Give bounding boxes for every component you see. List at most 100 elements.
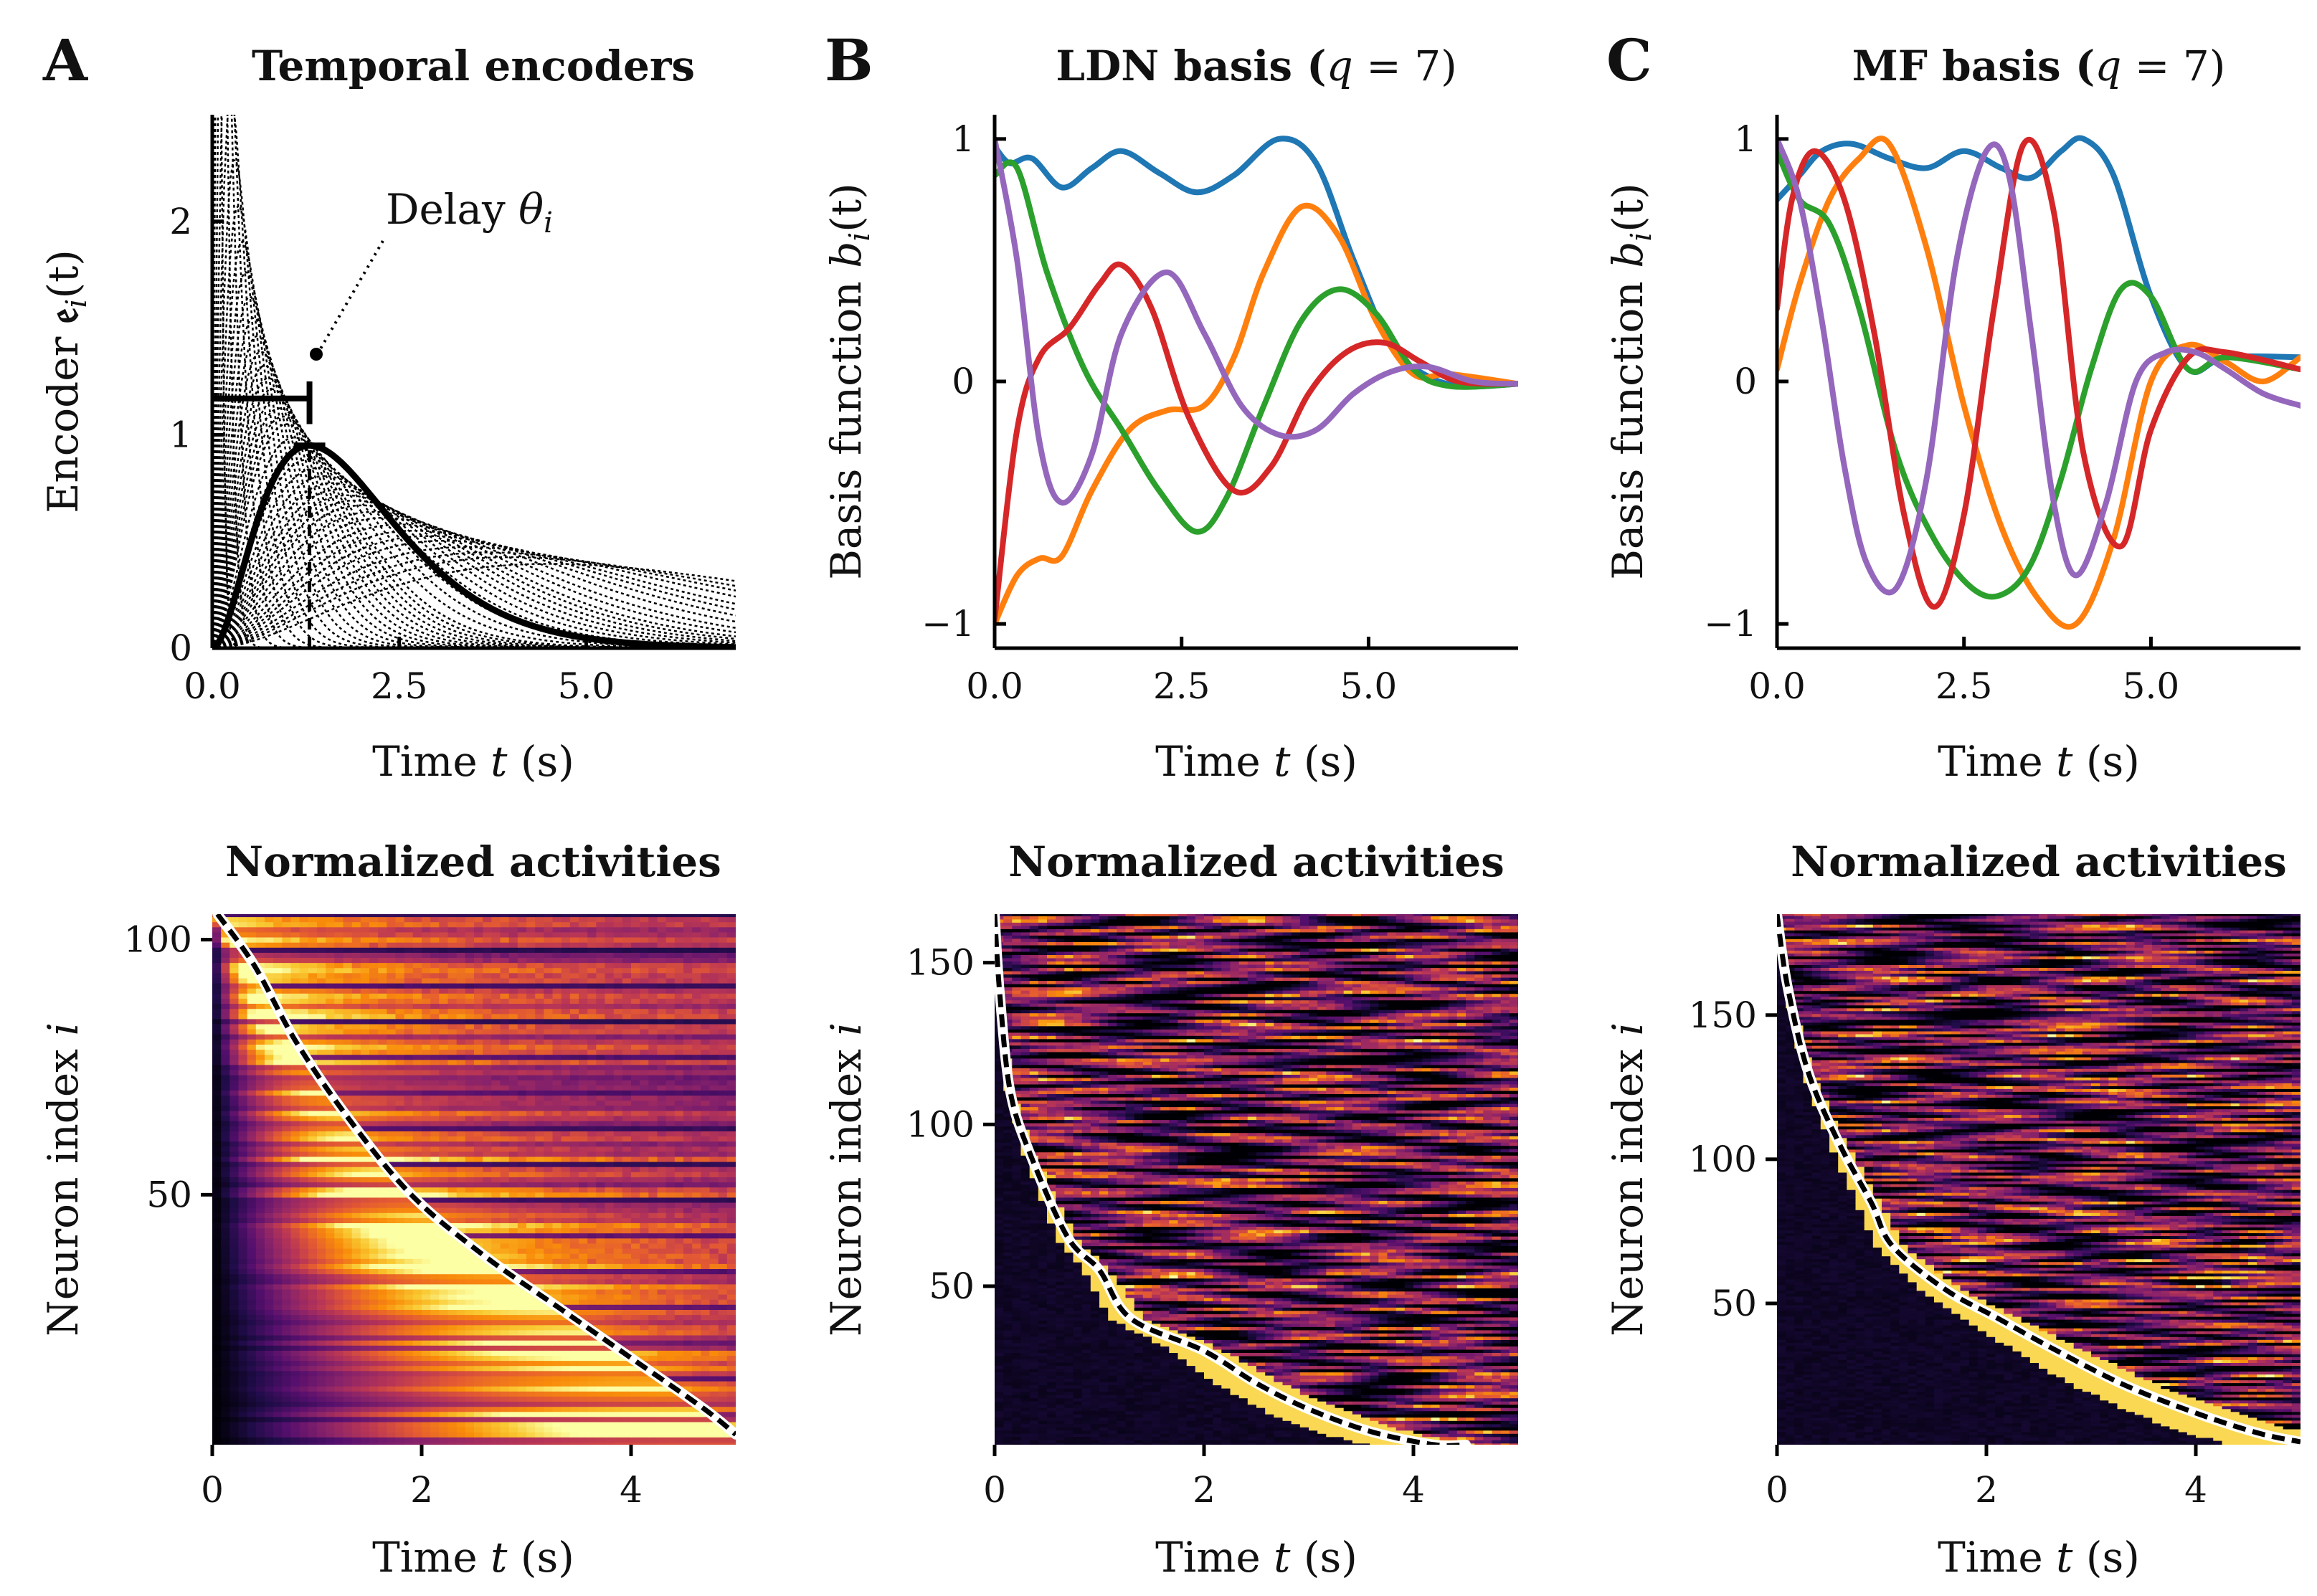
heatmap-a-cell bbox=[535, 1222, 544, 1229]
heatmap-a-cell bbox=[596, 1355, 606, 1362]
heatmap-a-cell bbox=[517, 1365, 527, 1372]
heatmap-a-cell bbox=[508, 1070, 518, 1075]
heatmap-a-cell bbox=[544, 1314, 554, 1321]
heatmap-a-cell bbox=[665, 1105, 676, 1111]
heatmap-a-cell bbox=[395, 1263, 405, 1269]
ldn-series-purple bbox=[995, 136, 1518, 506]
heatmap-a-cell bbox=[569, 1217, 579, 1223]
heatmap-a-cell bbox=[561, 1049, 571, 1055]
heatmap-a-cell bbox=[282, 1100, 292, 1106]
heatmap-a-cell bbox=[395, 1085, 405, 1091]
heatmap-a-cell bbox=[290, 1324, 300, 1331]
heatmap-a-cell bbox=[517, 1299, 527, 1305]
heatmap-a-cell bbox=[587, 1391, 597, 1397]
heatmap-a-cell bbox=[517, 1243, 527, 1249]
heatmap-a-cell bbox=[334, 1309, 344, 1316]
heatmap-a-cell bbox=[369, 1442, 379, 1445]
heatmap-a-cell bbox=[508, 1217, 518, 1223]
heatmap-a-cell bbox=[474, 1335, 483, 1341]
heatmap-a-cell bbox=[692, 1121, 701, 1126]
heatmap-a-cell bbox=[369, 1248, 379, 1254]
heatmap-a-cell bbox=[456, 1294, 466, 1300]
heatmap-a-cell bbox=[701, 1416, 711, 1422]
heatmap-a-cell bbox=[351, 1406, 361, 1412]
heatmap-a-cell bbox=[622, 1227, 632, 1234]
heatmap-a-cell bbox=[265, 1111, 274, 1116]
heatmap-a-cell bbox=[273, 1162, 283, 1167]
heatmap-a-cell bbox=[709, 1422, 719, 1428]
heatmap-a-cell bbox=[640, 1278, 649, 1285]
heatmap-a-cell bbox=[709, 1324, 719, 1331]
heatmap-a-cell bbox=[465, 1427, 475, 1433]
heatmap-a-cell bbox=[465, 1345, 475, 1351]
heatmap-a-cell bbox=[622, 1207, 632, 1213]
heatmap-a-cell bbox=[605, 1381, 615, 1387]
heatmap-a-cell bbox=[378, 1263, 387, 1269]
heatmap-a-cell bbox=[378, 1401, 387, 1407]
heatmap-a-cell bbox=[674, 1243, 684, 1249]
heatmap-a-cell bbox=[674, 1039, 684, 1045]
heatmap-a-cell bbox=[456, 1329, 466, 1336]
heatmap-a-cell bbox=[491, 1319, 501, 1326]
heatmap-a-cell bbox=[726, 1381, 736, 1387]
heatmap-a-cell bbox=[334, 1427, 344, 1433]
heatmap-a-cell bbox=[701, 1335, 711, 1341]
heatmap-a-cell bbox=[508, 1335, 518, 1341]
heatmap-a-cell bbox=[535, 1207, 544, 1213]
heatmap-a-cell bbox=[552, 1278, 562, 1285]
heatmap-a-cell bbox=[491, 1064, 501, 1070]
heatmap-a-cell bbox=[273, 1136, 283, 1142]
heatmap-a-cell bbox=[447, 1095, 458, 1101]
heatmap-a-cell bbox=[378, 1172, 387, 1177]
heatmap-a-cell bbox=[308, 1340, 318, 1346]
heatmap-a-cell bbox=[483, 1411, 492, 1417]
heatmap-a-cell bbox=[491, 1294, 501, 1300]
heatmap-a-cell bbox=[369, 1070, 379, 1075]
heatmap-a-cell bbox=[596, 1258, 606, 1264]
heatmap-a-cell bbox=[229, 1340, 240, 1346]
heatmap-a-cell bbox=[631, 1283, 640, 1290]
heatmap-a-cell bbox=[317, 1299, 326, 1305]
heatmap-a-cell bbox=[378, 1243, 387, 1249]
heatmap-a-cell bbox=[665, 1278, 676, 1285]
heatmap-a-cell bbox=[465, 1212, 475, 1218]
heatmap-a-cell bbox=[508, 1212, 518, 1218]
heatmap-a-cell bbox=[622, 1324, 632, 1331]
heatmap-a-cell bbox=[587, 1141, 597, 1147]
heatmap-a-cell bbox=[535, 1044, 544, 1050]
heatmap-a-cell bbox=[613, 1248, 623, 1254]
heatmap-a-cell bbox=[265, 1437, 274, 1443]
heatmap-a-cell bbox=[701, 1222, 711, 1229]
heatmap-a-cell bbox=[247, 1411, 257, 1417]
heatmap-a-cell bbox=[212, 1131, 222, 1136]
heatmap-a-cell bbox=[369, 1263, 379, 1269]
heatmap-a-cell bbox=[212, 1278, 222, 1285]
heatmap-a-cell bbox=[640, 1075, 649, 1080]
heatmap-a-cell bbox=[369, 1136, 379, 1142]
heatmap-a-cell bbox=[483, 1406, 492, 1412]
heatmap-a-cell bbox=[552, 1329, 562, 1336]
heatmap-a-cell bbox=[395, 1432, 405, 1438]
heatmap-a-cell bbox=[334, 1422, 344, 1428]
heatmap-a-cell bbox=[238, 1319, 248, 1326]
heatmap-a-cell bbox=[552, 1212, 562, 1218]
heatmap-a-cell bbox=[387, 1314, 397, 1321]
heatmap-a-cell bbox=[631, 1207, 640, 1213]
heatmap-a-cell bbox=[579, 1136, 588, 1142]
heatmap-a-cell bbox=[430, 1126, 440, 1131]
heatmap-a-cell bbox=[290, 1360, 300, 1367]
heatmap-a-cell bbox=[640, 1304, 649, 1310]
heatmap-a-cell bbox=[387, 1253, 397, 1259]
heatmap-a-cell bbox=[579, 1034, 588, 1040]
heatmap-a-cell bbox=[526, 1146, 536, 1152]
heatmap-a-cell bbox=[221, 1360, 230, 1367]
heatmap-a-cell bbox=[657, 1396, 667, 1402]
heatmap-a-cell bbox=[526, 1202, 536, 1208]
heatmap-a-cell bbox=[422, 1365, 431, 1372]
heatmap-a-cell bbox=[657, 1090, 667, 1096]
heatmap-a-cell bbox=[465, 1340, 475, 1346]
heatmap-a-cell bbox=[657, 1365, 667, 1372]
heatmap-a-cell bbox=[255, 1422, 265, 1428]
heatmap-a-cell bbox=[265, 1207, 274, 1213]
